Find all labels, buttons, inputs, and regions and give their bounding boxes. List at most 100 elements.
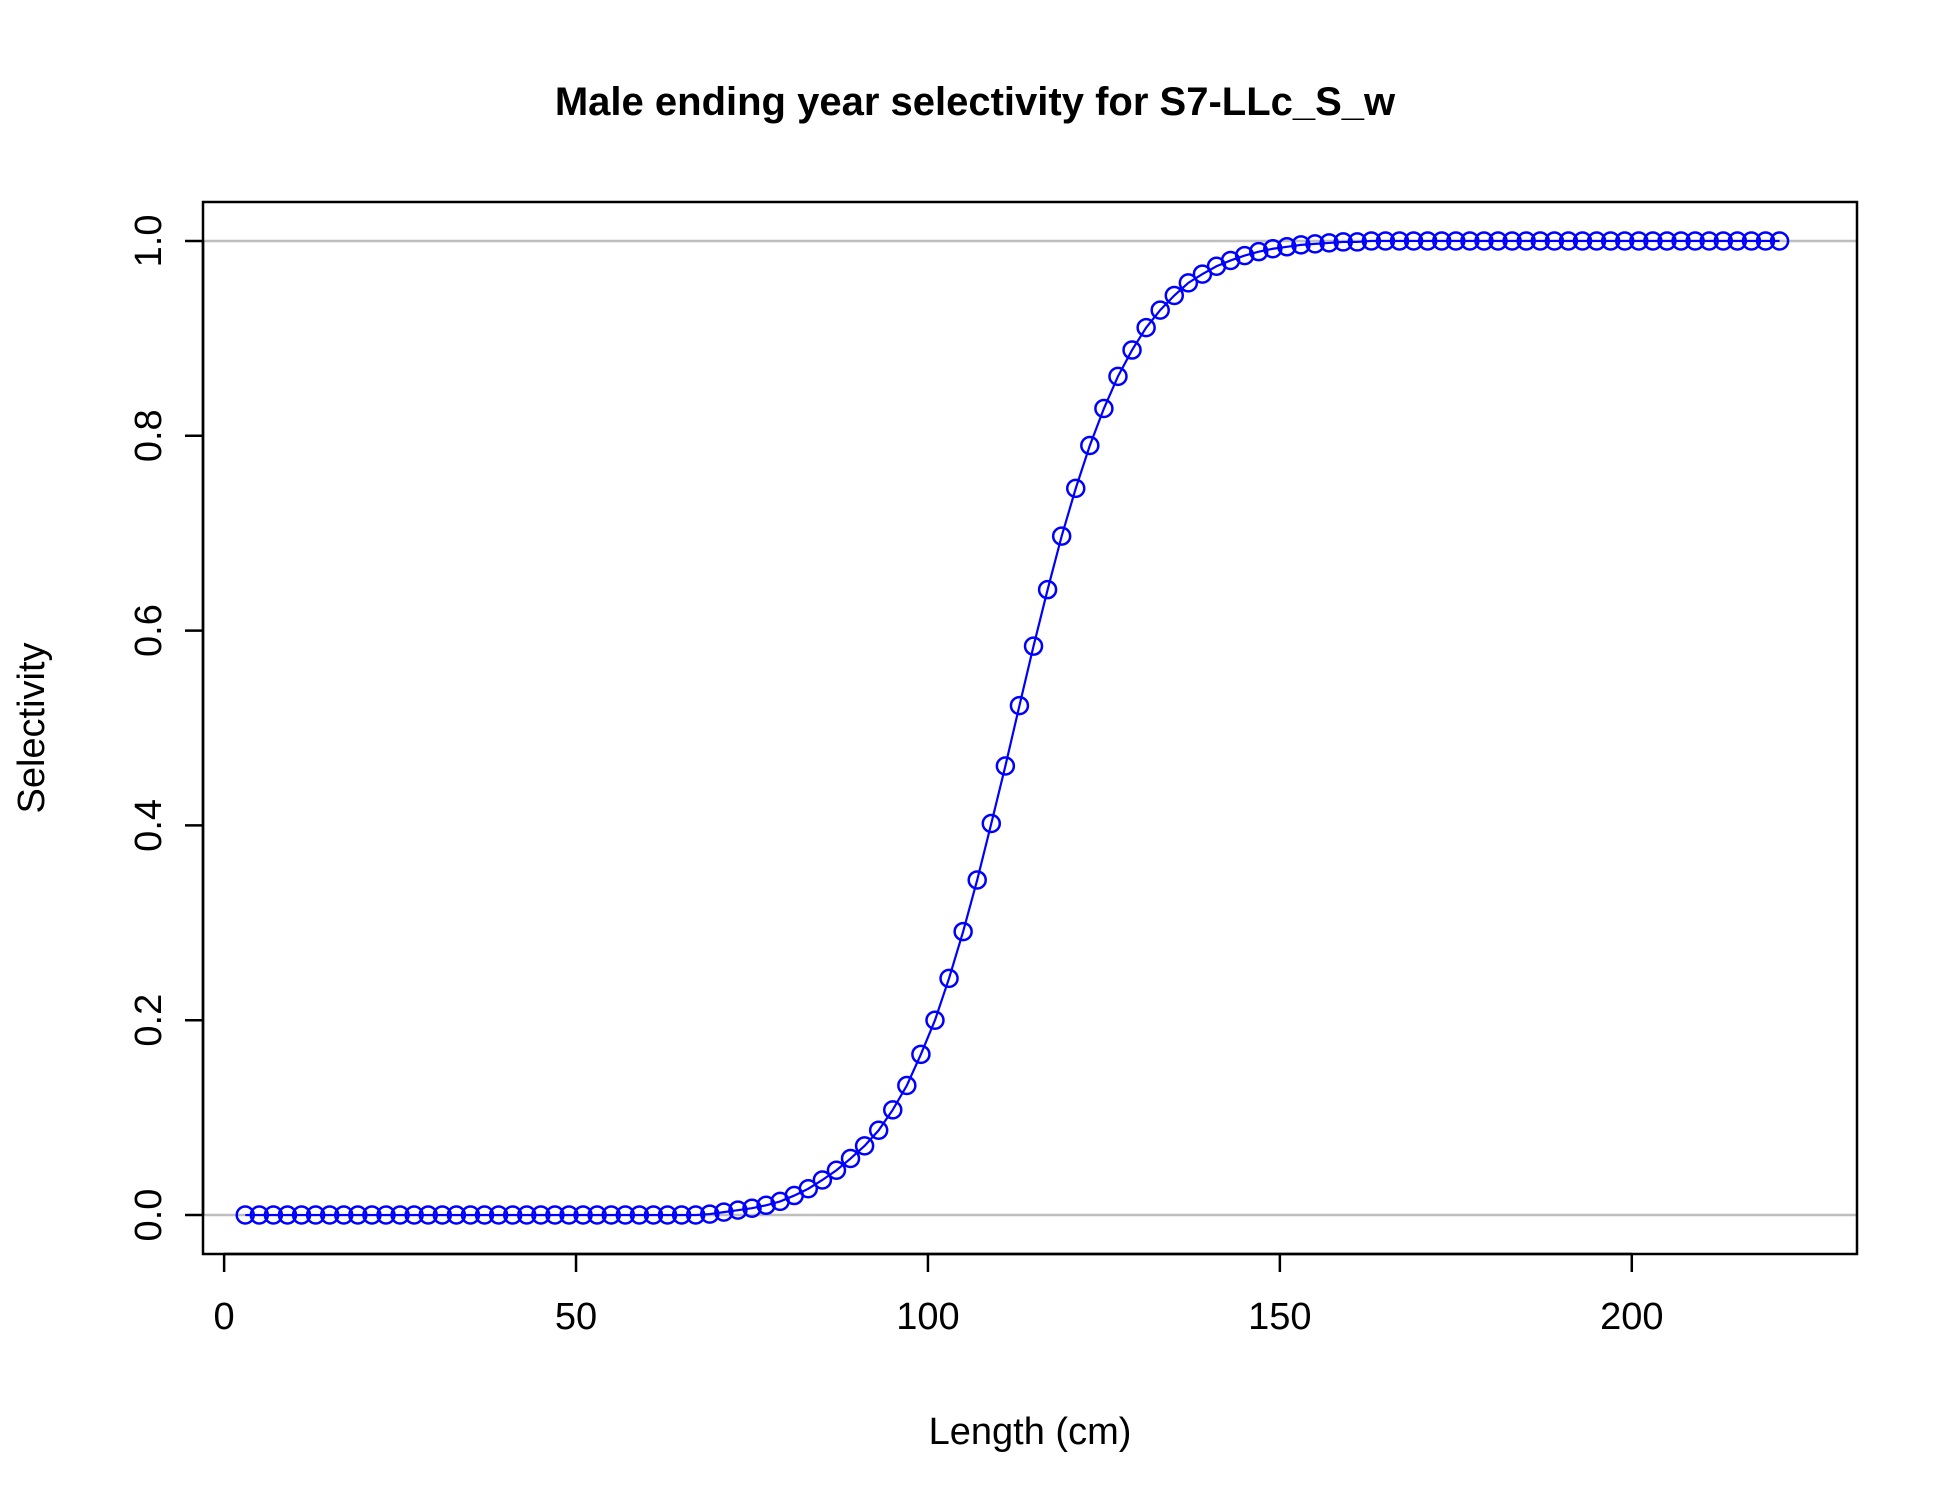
- data-point: [1417, 231, 1438, 251]
- data-point: [517, 1205, 537, 1225]
- x-tick-label: 150: [1248, 1296, 1311, 1338]
- data-point: [474, 1205, 495, 1225]
- data-point: [643, 1205, 664, 1225]
- data-point: [1558, 231, 1579, 251]
- data-point: [1178, 273, 1199, 293]
- y-tick-label: 0.2: [128, 994, 170, 1047]
- data-point: [1657, 231, 1677, 251]
- data-point: [362, 1205, 382, 1225]
- data-point: [277, 1205, 298, 1225]
- data-point: [1586, 231, 1607, 251]
- data-point: [798, 1178, 819, 1199]
- data-point: [446, 1205, 467, 1225]
- data-point: [1713, 231, 1734, 251]
- data-point: [291, 1205, 312, 1225]
- data-point: [1389, 231, 1410, 251]
- y-tick-label: 0.6: [128, 604, 170, 657]
- data-point: [1544, 231, 1565, 251]
- y-tick-label: 0.0: [128, 1189, 170, 1242]
- data-point: [1164, 285, 1185, 306]
- data-point: [812, 1170, 833, 1190]
- data-point: [1080, 435, 1100, 456]
- data-point: [657, 1205, 678, 1225]
- data-point: [1277, 237, 1297, 257]
- data-point: [883, 1100, 903, 1120]
- y-axis: 0.0 0.2 0.4 0.6 0.8 1.0: [128, 215, 205, 1242]
- data-point: [1460, 231, 1480, 251]
- data-point: [1530, 231, 1551, 251]
- x-tick-label: 0: [214, 1296, 235, 1338]
- data-point: [1516, 231, 1536, 251]
- data-point: [1305, 234, 1325, 254]
- chart-title: Male ending year selectivity for S7-LLc_…: [555, 80, 1396, 124]
- data-point: [1699, 231, 1719, 251]
- data-point: [418, 1205, 438, 1225]
- data-point: [1023, 636, 1044, 656]
- data-point: [629, 1205, 650, 1225]
- data-point: [1755, 231, 1776, 251]
- reference-lines: [203, 239, 1857, 1217]
- data-point: [854, 1136, 875, 1156]
- y-tick-label: 0.4: [128, 799, 170, 852]
- data-point: [728, 1200, 748, 1220]
- data-point: [897, 1075, 917, 1096]
- data-point: [939, 968, 959, 989]
- data-point: [911, 1044, 931, 1065]
- data-point: [1248, 241, 1269, 262]
- data-point: [615, 1205, 636, 1225]
- data-point: [1446, 231, 1466, 251]
- data-point: [1051, 526, 1072, 546]
- data-point: [1685, 231, 1705, 251]
- data-point: [685, 1205, 706, 1225]
- x-tick-label: 50: [555, 1296, 597, 1338]
- data-point: [1600, 231, 1621, 251]
- data-point: [334, 1205, 354, 1225]
- data-point: [756, 1195, 776, 1216]
- data-point: [376, 1205, 396, 1225]
- data-point: [840, 1148, 861, 1169]
- data-point: [1502, 231, 1522, 251]
- data-point: [1769, 231, 1790, 251]
- data-point: [348, 1205, 368, 1225]
- x-tick-label: 100: [896, 1296, 959, 1338]
- data-point: [1291, 235, 1311, 255]
- data-point: [1094, 398, 1114, 419]
- data-point: [1361, 231, 1382, 251]
- data-point: [432, 1205, 453, 1225]
- data-point: [601, 1205, 621, 1225]
- data-point: [390, 1205, 410, 1225]
- data-point: [1319, 233, 1339, 253]
- y-tick-label: 1.0: [128, 215, 170, 268]
- data-point: [1727, 231, 1748, 251]
- data-point: [1671, 231, 1691, 251]
- data-point: [1741, 231, 1762, 251]
- x-axis: 0 50 100 150 200: [214, 1252, 1663, 1338]
- data-point: [868, 1120, 889, 1141]
- data-point: [700, 1204, 720, 1224]
- data-point: [1136, 317, 1156, 338]
- data-point: [1009, 695, 1030, 716]
- data-point: [671, 1205, 692, 1225]
- data-point: [953, 921, 973, 942]
- data-point: [502, 1205, 523, 1225]
- data-point: [545, 1205, 565, 1225]
- data-point: [1629, 231, 1649, 251]
- data-point: [263, 1205, 284, 1225]
- data-point: [981, 813, 1002, 834]
- data-point: [1403, 231, 1424, 251]
- data-point: [1037, 579, 1058, 600]
- data-point: [1474, 231, 1494, 251]
- data-point: [573, 1205, 593, 1225]
- data-point: [1122, 340, 1142, 360]
- data-point: [559, 1205, 579, 1225]
- data-point: [249, 1205, 270, 1225]
- data-point: [1488, 231, 1508, 251]
- data-point: [1150, 300, 1170, 320]
- data-point: [967, 870, 987, 890]
- data-point: [1333, 232, 1353, 252]
- data-point: [404, 1205, 424, 1225]
- data-point: [826, 1160, 847, 1180]
- data-point: [714, 1202, 734, 1222]
- data-point: [235, 1205, 255, 1225]
